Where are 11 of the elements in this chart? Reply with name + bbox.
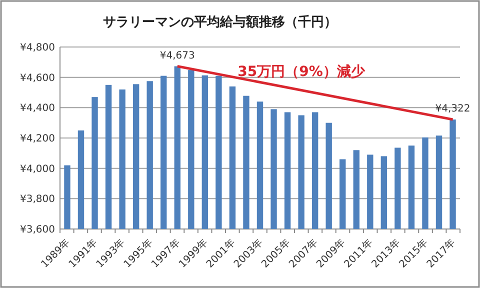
- y-tick-label: ¥3,600: [20, 224, 55, 236]
- annotation: ¥4,322: [435, 103, 470, 114]
- y-tick-label: ¥3,800: [20, 194, 55, 206]
- y-tick-label: ¥4,200: [20, 134, 55, 144]
- y-tick-label: ¥4,000: [20, 164, 55, 175]
- y-tick-label: ¥4,800: [20, 42, 55, 54]
- annotation: 35万円（9%）減少: [238, 64, 366, 80]
- annotation: ¥4,673: [160, 50, 195, 62]
- chart-title: サラリーマンの平均給与額推移（千円）: [103, 14, 337, 30]
- y-tick-label: ¥4,600: [20, 72, 55, 84]
- y-tick-label: ¥4,400: [20, 103, 55, 114]
